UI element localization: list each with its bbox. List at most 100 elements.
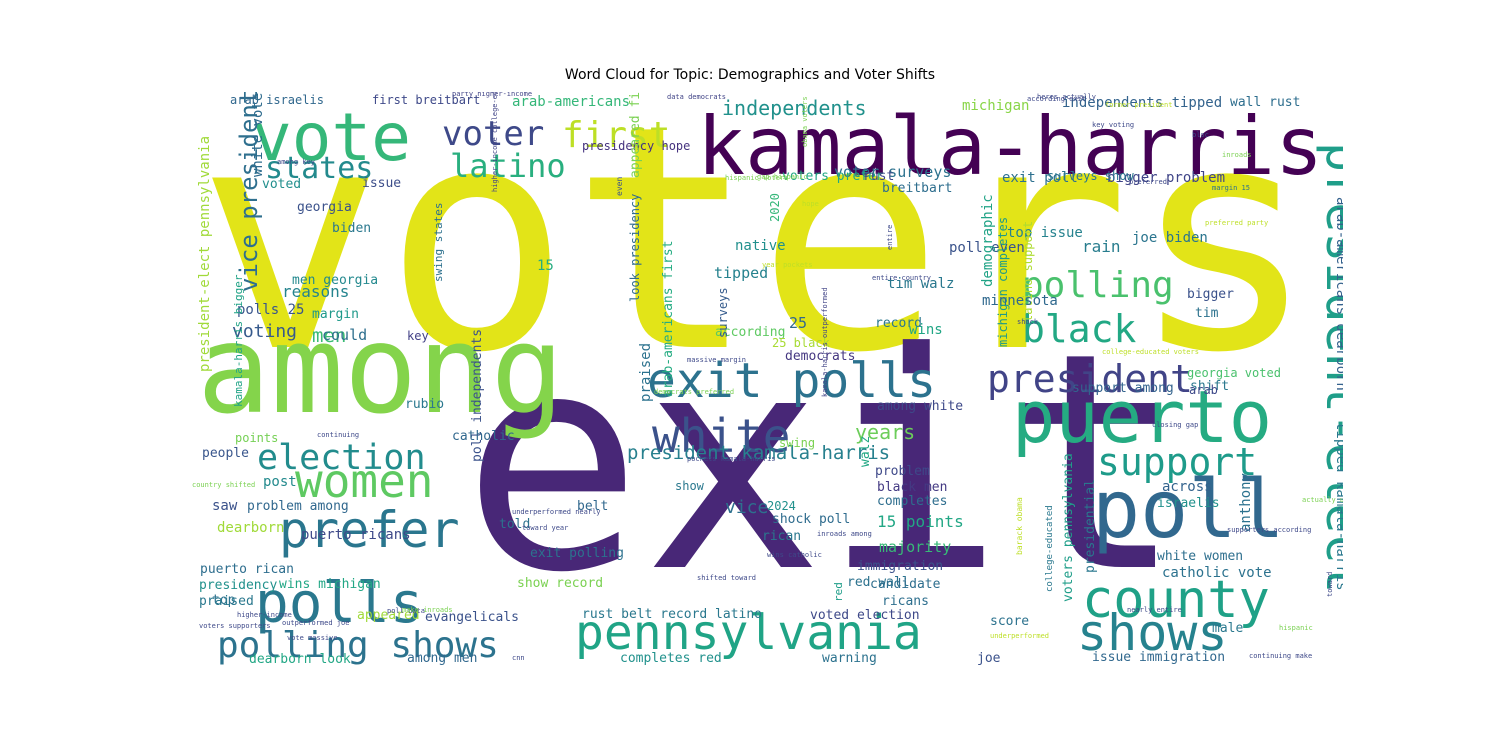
word-white-women: white women — [1157, 549, 1243, 564]
word-ricans: ricans — [882, 594, 929, 609]
word-catholic-vote: catholic vote — [1162, 565, 1272, 581]
word-warning: warning — [822, 651, 877, 666]
word-evangelicals: evangelicals — [425, 610, 519, 625]
word-toward: toward — [1326, 572, 1334, 597]
word-top-issue: top issue — [1007, 225, 1083, 241]
word-2020: 2020 — [768, 193, 782, 222]
word-poll-even: poll even — [949, 240, 1025, 256]
word-25: 25 — [789, 314, 807, 332]
word-rain: rain — [1082, 237, 1121, 256]
word-candidate: candidate — [870, 577, 941, 592]
word-wins-michigan: wins michigan — [279, 577, 381, 592]
word-black-men: black men — [877, 480, 947, 495]
word-year-pockets: year pockets — [762, 261, 813, 269]
word-college-educated-voters: college-educated voters — [1102, 348, 1199, 356]
word-poll-independents: poll independents — [470, 329, 485, 462]
word-score: score — [990, 614, 1029, 629]
word-polls-25: polls 25 — [237, 302, 304, 318]
word-kamala-harris-bigger: kamala-harris bigger — [232, 274, 245, 407]
word-shows: shows — [1077, 604, 1228, 662]
word-vice-president: vice president — [235, 92, 263, 292]
word-appeared-first: appeared first — [628, 92, 643, 178]
word-tim: tim — [1195, 306, 1219, 321]
word-presidential: presidential — [1083, 479, 1098, 573]
word-entire-country: entire country — [872, 274, 931, 282]
word-catholic: catholic — [452, 429, 515, 444]
word-gap-hispanic: gap hispanic — [757, 173, 808, 181]
word-according-exit: according exit — [1027, 95, 1086, 103]
word-higher-income: higher-income — [237, 611, 292, 619]
word-college-educated: college-educated — [1045, 505, 1055, 592]
word-presidency-hope: presidency hope — [582, 139, 690, 153]
word-prefer: prefer — [279, 501, 460, 559]
word-praised: praised — [199, 594, 254, 609]
word-exit: exit — [462, 289, 1184, 638]
word-men-georgia: men georgia — [292, 273, 378, 288]
word-voters-pennsylvania: voters pennsylvania — [1061, 453, 1076, 602]
word-hispanic-voters: hispanic voters — [725, 174, 788, 182]
word-across: across — [1162, 479, 1213, 495]
word-first: first — [562, 115, 670, 156]
word-people: people — [202, 446, 249, 461]
word-preferred-party: preferred party — [1205, 219, 1268, 227]
word-democrats: democrats — [785, 349, 855, 364]
word-voters-prefer: voters prefer — [782, 169, 884, 184]
word-cloud-words: votersexitamongkamala-harrisvotepuertopo… — [192, 92, 1343, 667]
word-15: 15 — [537, 258, 554, 274]
word-voted-election: voted election — [810, 608, 920, 623]
word-party-higher-income: party higher-income — [452, 92, 532, 98]
word-among-key: among key — [277, 158, 315, 166]
word-among-men: among men — [407, 651, 477, 666]
word-arab-americans: arab-americans — [512, 94, 630, 110]
word-independents: independents — [722, 96, 867, 120]
word-black: black — [1022, 307, 1137, 351]
word-president-kamala-harris: president kamala-harris — [627, 442, 890, 464]
word-wins: wins — [909, 322, 943, 338]
word-shift: shift — [1190, 379, 1229, 394]
word-margin-15: margin 15 — [1212, 184, 1250, 192]
word-obama-voters: obama voters — [801, 96, 809, 147]
word-voting: voting — [232, 321, 297, 342]
word-look-presidency: look presidency — [628, 194, 642, 302]
word-bigger: bigger — [1187, 287, 1234, 302]
word-pockets-kamala-harris: pockets kamala-harris — [687, 455, 776, 463]
word-among: among — [197, 299, 564, 441]
word-men: men — [312, 325, 346, 347]
word-barack-obama: barack obama — [1015, 497, 1024, 555]
word-poll-data: poll data — [387, 607, 425, 615]
word-bloc: bloc — [1192, 131, 1209, 139]
word-kamala-harris-outperformed: kamala-harris outperformed — [821, 287, 829, 397]
word-told: told — [499, 517, 530, 532]
word-cloud: votersexitamongkamala-harrisvotepuertopo… — [187, 92, 1343, 676]
word-red-wall: red wall — [847, 575, 910, 590]
word-voters: voters — [197, 92, 1317, 421]
word-issue: issue — [362, 176, 401, 191]
word-president: president — [987, 357, 1193, 401]
word-exit-poll: exit poll — [1002, 170, 1078, 186]
word-michigan: michigan — [962, 98, 1029, 114]
word-appeared: appeared — [357, 608, 420, 623]
word-problem: problem — [875, 464, 930, 479]
word-years: years — [855, 420, 915, 444]
word-red: red — [832, 582, 845, 602]
word-presidency: presidency — [199, 578, 277, 593]
word-inroads: inroads — [1222, 151, 1252, 159]
word-even: even — [615, 177, 624, 196]
word-pennsylvania: pennsylvania — [575, 605, 922, 661]
word-country-shifted: country shifted — [192, 481, 255, 489]
word-shock-poll: shock poll — [772, 512, 850, 527]
word-puerto: puerto — [1012, 375, 1272, 459]
word-underperformed-nearly: underperformed nearly — [512, 508, 601, 516]
word-points: points — [235, 431, 278, 445]
word-show: show — [675, 479, 705, 493]
word-former-president: former president — [1105, 101, 1172, 109]
word-puerto-ricans: puerto ricans — [301, 527, 411, 543]
word-key: key — [407, 329, 429, 343]
word-women: women — [295, 454, 433, 508]
word-underperformed: underperformed — [990, 632, 1049, 640]
word-support-among: support among — [1072, 381, 1174, 396]
word-make-inroads: make inroads — [402, 606, 453, 614]
word-arab: arab — [1189, 383, 1218, 397]
word-post: post — [263, 474, 297, 490]
word-kamala-harris: kamala-harris — [697, 100, 1323, 193]
